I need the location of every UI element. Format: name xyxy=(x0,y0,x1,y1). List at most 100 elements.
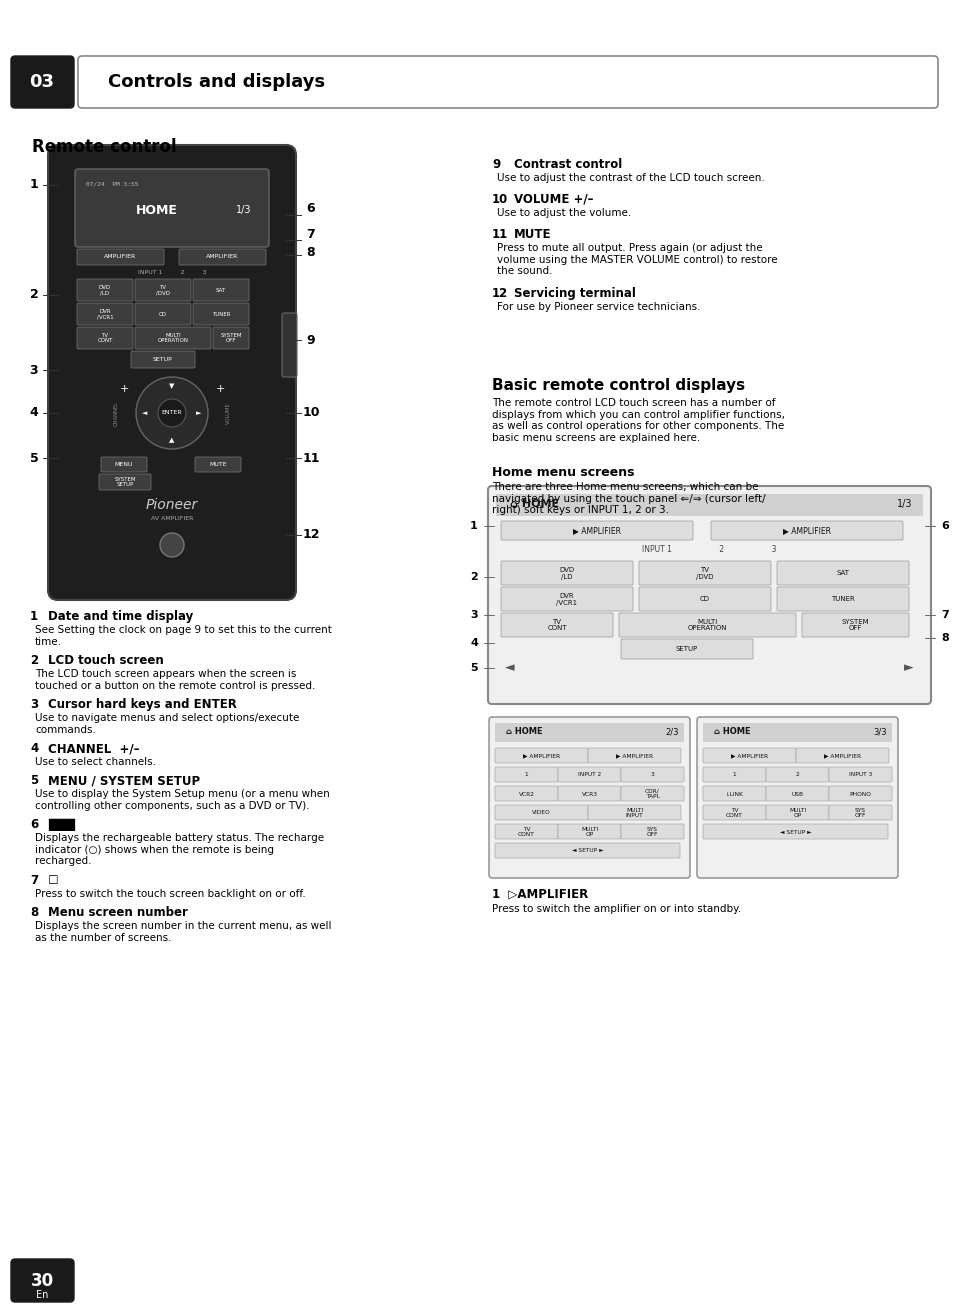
Text: INPUT 1         2         3: INPUT 1 2 3 xyxy=(137,270,206,275)
Text: AV AMPLIFIER: AV AMPLIFIER xyxy=(151,516,193,521)
Text: MULTI
OP: MULTI OP xyxy=(788,807,805,819)
FancyBboxPatch shape xyxy=(702,806,765,820)
FancyBboxPatch shape xyxy=(213,328,249,348)
FancyBboxPatch shape xyxy=(620,766,683,782)
Text: +: + xyxy=(119,384,129,394)
Text: 5: 5 xyxy=(30,774,38,787)
Text: ███: ███ xyxy=(48,817,75,831)
Text: SYS
OFF: SYS OFF xyxy=(646,827,658,837)
Text: MULTI
OP: MULTI OP xyxy=(580,827,598,837)
Text: 1: 1 xyxy=(30,178,38,191)
Text: CHANNEL  +/–: CHANNEL +/– xyxy=(48,741,139,755)
FancyBboxPatch shape xyxy=(702,748,795,762)
Text: 12: 12 xyxy=(302,528,319,541)
Text: 11: 11 xyxy=(492,228,508,241)
FancyBboxPatch shape xyxy=(500,561,633,586)
Text: 07/24  PM 3:55: 07/24 PM 3:55 xyxy=(86,182,138,187)
Text: 1: 1 xyxy=(732,773,736,778)
Text: TV
CONT: TV CONT xyxy=(517,827,535,837)
Text: ◄ SETUP ►: ◄ SETUP ► xyxy=(779,829,810,834)
Bar xyxy=(495,723,683,741)
Text: VOLUME: VOLUME xyxy=(225,402,231,424)
FancyBboxPatch shape xyxy=(179,249,266,265)
FancyBboxPatch shape xyxy=(620,786,683,800)
Text: DVR
/VCR1: DVR /VCR1 xyxy=(556,592,577,605)
Text: VIDEO: VIDEO xyxy=(532,811,550,816)
FancyBboxPatch shape xyxy=(77,328,132,348)
Text: MULTI
OPERATION: MULTI OPERATION xyxy=(157,333,189,343)
FancyBboxPatch shape xyxy=(194,457,241,472)
FancyBboxPatch shape xyxy=(75,169,269,248)
Text: See Setting the clock on page 9 to set this to the current
time.: See Setting the clock on page 9 to set t… xyxy=(35,625,332,647)
FancyBboxPatch shape xyxy=(765,806,828,820)
Text: 3/3: 3/3 xyxy=(872,727,885,736)
Text: ▶ AMPLIFIER: ▶ AMPLIFIER xyxy=(522,753,559,758)
FancyBboxPatch shape xyxy=(587,748,680,762)
FancyBboxPatch shape xyxy=(495,844,679,858)
Text: +: + xyxy=(215,384,225,394)
FancyBboxPatch shape xyxy=(78,56,937,107)
Text: HOME: HOME xyxy=(136,203,178,216)
Text: MENU / SYSTEM SETUP: MENU / SYSTEM SETUP xyxy=(48,774,200,787)
Text: CD: CD xyxy=(159,312,167,317)
FancyBboxPatch shape xyxy=(193,303,249,325)
Text: 7: 7 xyxy=(306,228,315,241)
Text: 2: 2 xyxy=(30,654,38,667)
FancyBboxPatch shape xyxy=(697,717,897,878)
Text: 2: 2 xyxy=(30,288,38,301)
Text: TUNER: TUNER xyxy=(212,312,230,317)
Circle shape xyxy=(136,377,208,449)
FancyBboxPatch shape xyxy=(495,766,558,782)
Text: i.LINK: i.LINK xyxy=(725,791,742,796)
Text: MULTI
OPERATION: MULTI OPERATION xyxy=(687,618,726,631)
FancyBboxPatch shape xyxy=(702,766,765,782)
Text: 4: 4 xyxy=(470,638,477,648)
FancyBboxPatch shape xyxy=(639,587,770,610)
FancyBboxPatch shape xyxy=(620,639,752,659)
Text: ►: ► xyxy=(903,662,913,675)
Text: 7: 7 xyxy=(30,874,38,887)
Text: Displays the screen number in the current menu, as well
as the number of screens: Displays the screen number in the curren… xyxy=(35,921,331,943)
FancyBboxPatch shape xyxy=(558,766,620,782)
Text: 1/3: 1/3 xyxy=(896,499,911,510)
FancyBboxPatch shape xyxy=(131,351,194,368)
Text: TV
CONT: TV CONT xyxy=(97,333,112,343)
Text: LCD touch screen: LCD touch screen xyxy=(48,654,164,667)
Text: For use by Pioneer service technicians.: For use by Pioneer service technicians. xyxy=(497,303,700,312)
Text: 6: 6 xyxy=(306,202,315,215)
Text: ▶ AMPLIFIER: ▶ AMPLIFIER xyxy=(782,527,830,534)
FancyBboxPatch shape xyxy=(99,474,151,490)
FancyBboxPatch shape xyxy=(828,806,891,820)
Text: 1  ▷AMPLIFIER: 1 ▷AMPLIFIER xyxy=(492,888,588,901)
Text: MUTE: MUTE xyxy=(514,228,551,241)
FancyBboxPatch shape xyxy=(488,486,930,703)
Text: SAT: SAT xyxy=(836,570,848,576)
Text: AMPLIFIER: AMPLIFIER xyxy=(206,254,238,259)
Text: Displays the rechargeable battery status. The recharge
indicator (○) shows when : Displays the rechargeable battery status… xyxy=(35,833,324,866)
FancyBboxPatch shape xyxy=(639,561,770,586)
Text: ⌂ HOME: ⌂ HOME xyxy=(510,499,558,510)
Text: 5: 5 xyxy=(470,663,477,673)
FancyBboxPatch shape xyxy=(828,786,891,800)
Text: SYSTEM
OFF: SYSTEM OFF xyxy=(841,618,868,631)
Text: Remote control: Remote control xyxy=(32,138,176,156)
Text: Press to switch the amplifier on or into standby.: Press to switch the amplifier on or into… xyxy=(492,904,740,914)
Text: 12: 12 xyxy=(492,287,508,300)
Text: There are three Home menu screens, which can be
navigated by using the touch pan: There are three Home menu screens, which… xyxy=(492,482,765,515)
Text: 3: 3 xyxy=(30,698,38,711)
Text: CD: CD xyxy=(700,596,709,603)
Text: 1/3: 1/3 xyxy=(236,204,252,215)
Text: 8: 8 xyxy=(306,246,315,259)
FancyBboxPatch shape xyxy=(77,249,164,265)
Text: 11: 11 xyxy=(302,452,319,465)
Text: ☐: ☐ xyxy=(48,874,58,887)
Text: Use to adjust the contrast of the LCD touch screen.: Use to adjust the contrast of the LCD to… xyxy=(497,173,764,183)
Text: ⌂ HOME: ⌂ HOME xyxy=(713,727,750,736)
Text: Home menu screens: Home menu screens xyxy=(492,466,634,479)
Text: ▶ AMPLIFIER: ▶ AMPLIFIER xyxy=(616,753,653,758)
Text: INPUT 1                    2                    3: INPUT 1 2 3 xyxy=(641,545,776,554)
FancyBboxPatch shape xyxy=(558,824,620,838)
Text: INPUT 2: INPUT 2 xyxy=(578,773,600,778)
Text: Menu screen number: Menu screen number xyxy=(48,907,188,920)
Text: 1: 1 xyxy=(30,610,38,624)
